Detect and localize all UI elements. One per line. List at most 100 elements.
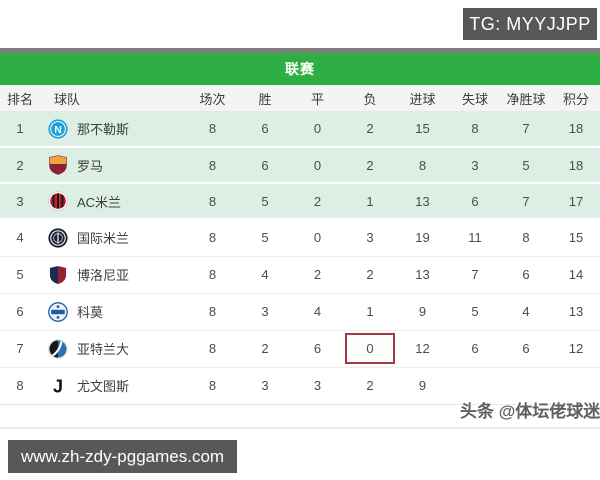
played-cell: 8 <box>185 256 240 294</box>
points-cell: 18 <box>552 111 600 148</box>
goals-against-cell: 11 <box>450 219 500 257</box>
col-losses: 负 <box>345 85 395 111</box>
atalanta-logo <box>48 338 68 359</box>
losses-cell: 2 <box>345 256 395 294</box>
team-name: 科莫 <box>77 305 104 320</box>
goals-against-cell: 3 <box>450 147 500 184</box>
draws-cell: 2 <box>290 183 345 220</box>
goal-diff-cell <box>500 367 552 405</box>
points-cell <box>552 367 600 405</box>
table-row-atalanta[interactable]: 7 亚特兰大 8 2 6 0 12 <box>0 330 600 368</box>
points-cell: 12 <box>552 330 600 368</box>
goals-for-cell: 13 <box>395 256 450 294</box>
played-cell: 8 <box>185 330 240 368</box>
wins-cell: 5 <box>240 183 290 220</box>
ac-milan-logo <box>48 191 68 211</box>
played-cell: 8 <box>185 111 240 148</box>
rank-cell: 7 <box>0 330 40 368</box>
goals-for-cell: 9 <box>395 367 450 405</box>
wins-cell: 6 <box>240 111 290 148</box>
league-standings-panel: 联赛 排名 球队 场次 胜 平 负 进球 失球 净胜球 积分 <box>0 48 600 405</box>
team-cell: 博洛尼亚 <box>40 256 185 294</box>
goals-against-cell: 6 <box>450 183 500 220</box>
goals-against-cell: 8 <box>450 111 500 148</box>
points-cell: 18 <box>552 147 600 184</box>
table-row-juventus[interactable]: 8 J 尤文图斯 8 3 3 2 9 <box>0 367 600 405</box>
goal-diff-cell: 6 <box>500 256 552 294</box>
league-tab-label: 联赛 <box>285 61 315 77</box>
points-cell: 14 <box>552 256 600 294</box>
losses-cell: 2 <box>345 111 395 148</box>
table-row-ac-milan[interactable]: 3 AC米兰 8 5 2 1 13 6 7 <box>0 183 600 220</box>
col-rank: 排名 <box>0 85 40 111</box>
team-cell: N 那不勒斯 <box>40 111 185 148</box>
tg-contact-badge: TG: MYYJJPP <box>463 8 597 40</box>
played-cell: 8 <box>185 293 240 331</box>
team-cell: 科莫 <box>40 293 185 331</box>
rank-cell: 6 <box>0 293 40 331</box>
wins-cell: 3 <box>240 293 290 331</box>
goals-for-cell: 15 <box>395 111 450 148</box>
losses-cell: 1 <box>345 183 395 220</box>
draws-cell: 3 <box>290 367 345 405</box>
wins-cell: 5 <box>240 219 290 257</box>
goal-diff-cell: 7 <box>500 111 552 148</box>
played-cell: 8 <box>185 183 240 220</box>
standings-table: 排名 球队 场次 胜 平 负 进球 失球 净胜球 积分 1 <box>0 85 600 405</box>
rank-cell: 3 <box>0 183 40 220</box>
goal-diff-cell: 4 <box>500 293 552 331</box>
rank-cell: 1 <box>0 111 40 148</box>
table-row-napoli[interactable]: 1 N 那不勒斯 8 6 0 2 15 8 <box>0 111 600 148</box>
goals-for-cell: 9 <box>395 293 450 331</box>
draws-cell: 2 <box>290 256 345 294</box>
header-row: 排名 球队 场次 胜 平 负 进球 失球 净胜球 积分 <box>0 85 600 111</box>
played-cell: 8 <box>185 367 240 405</box>
losses-cell: 3 <box>345 219 395 257</box>
juventus-logo: J <box>48 376 68 396</box>
como-logo <box>48 301 68 322</box>
col-goals-for: 进球 <box>395 85 450 111</box>
wins-cell: 6 <box>240 147 290 184</box>
table-row-inter-milan[interactable]: 4 国际米兰 8 5 0 3 19 11 <box>0 219 600 257</box>
col-goal-diff: 净胜球 <box>500 85 552 111</box>
team-name: AC米兰 <box>77 194 122 210</box>
rank-cell: 8 <box>0 367 40 405</box>
team-name: 亚特兰大 <box>77 342 130 357</box>
url-watermark-badge: www.zh-zdy-pggames.com <box>8 440 237 473</box>
goals-against-cell <box>450 367 500 405</box>
team-name: 国际米兰 <box>77 231 130 247</box>
table-row-bologna[interactable]: 5 博洛尼亚 8 4 2 2 13 7 6 <box>0 256 600 294</box>
goals-against-cell: 7 <box>450 256 500 294</box>
team-name: 尤文图斯 <box>77 379 130 394</box>
goal-diff-cell: 7 <box>500 183 552 220</box>
team-name: 那不勒斯 <box>77 122 130 137</box>
loss-highlight-box: 0 <box>345 333 395 364</box>
team-name: 博洛尼亚 <box>77 268 130 283</box>
rank-cell: 2 <box>0 147 40 184</box>
toutiao-watermark: 头条 @体坛佬球迷 <box>460 402 600 421</box>
goal-diff-cell: 6 <box>500 330 552 368</box>
goals-against-cell: 6 <box>450 330 500 368</box>
played-cell: 8 <box>185 147 240 184</box>
points-cell: 13 <box>552 293 600 331</box>
played-cell: 8 <box>185 219 240 257</box>
col-goals-against: 失球 <box>450 85 500 111</box>
table-row-como[interactable]: 6 科莫 8 3 4 1 9 5 4 <box>0 293 600 331</box>
bottom-divider <box>0 427 600 429</box>
table-row-roma[interactable]: 2 罗马 8 6 0 2 8 3 5 <box>0 147 600 184</box>
goal-diff-cell: 8 <box>500 219 552 257</box>
league-tab[interactable]: 联赛 <box>0 53 600 85</box>
col-points: 积分 <box>552 85 600 111</box>
draws-cell: 6 <box>290 330 345 368</box>
goals-for-cell: 13 <box>395 183 450 220</box>
draws-cell: 4 <box>290 293 345 331</box>
losses-cell: 2 <box>345 367 395 405</box>
col-wins: 胜 <box>240 85 290 111</box>
wins-cell: 2 <box>240 330 290 368</box>
goals-for-cell: 19 <box>395 219 450 257</box>
team-cell: 亚特兰大 <box>40 330 185 368</box>
bologna-logo <box>48 264 68 285</box>
svg-text:N: N <box>54 123 62 135</box>
rank-cell: 4 <box>0 219 40 257</box>
